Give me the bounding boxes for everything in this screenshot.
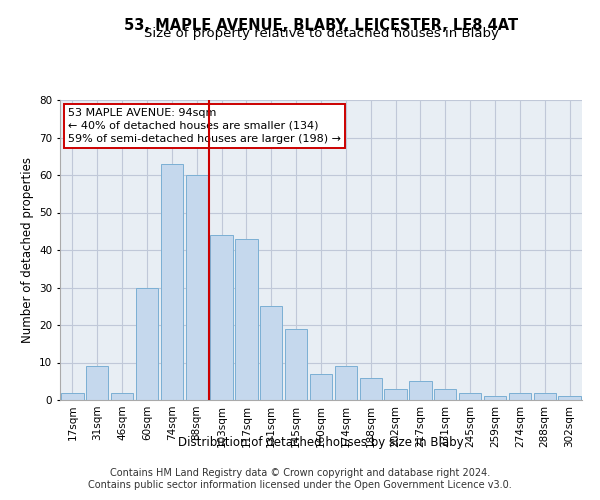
Bar [136,288,158,400]
Bar [484,396,506,400]
Text: 53, MAPLE AVENUE, BLABY, LEICESTER, LE8 4AT: 53, MAPLE AVENUE, BLABY, LEICESTER, LE8 … [124,18,518,32]
Bar [61,392,83,400]
Bar [235,239,257,400]
Bar [185,175,208,400]
Bar [285,329,307,400]
Text: Distribution of detached houses by size in Blaby: Distribution of detached houses by size … [178,436,464,449]
Text: Size of property relative to detached houses in Blaby: Size of property relative to detached ho… [143,28,499,40]
Text: Contains HM Land Registry data © Crown copyright and database right 2024.: Contains HM Land Registry data © Crown c… [110,468,490,477]
Bar [509,392,531,400]
Bar [335,366,357,400]
Text: Contains public sector information licensed under the Open Government Licence v3: Contains public sector information licen… [88,480,512,490]
Text: 53 MAPLE AVENUE: 94sqm
← 40% of detached houses are smaller (134)
59% of semi-de: 53 MAPLE AVENUE: 94sqm ← 40% of detached… [68,108,341,144]
Bar [211,235,233,400]
Bar [161,164,183,400]
Bar [533,392,556,400]
Bar [434,389,457,400]
Bar [111,392,133,400]
Bar [260,306,283,400]
Bar [385,389,407,400]
Bar [359,378,382,400]
Y-axis label: Number of detached properties: Number of detached properties [20,157,34,343]
Bar [559,396,581,400]
Bar [459,392,481,400]
Bar [409,381,431,400]
Bar [310,374,332,400]
Bar [86,366,109,400]
